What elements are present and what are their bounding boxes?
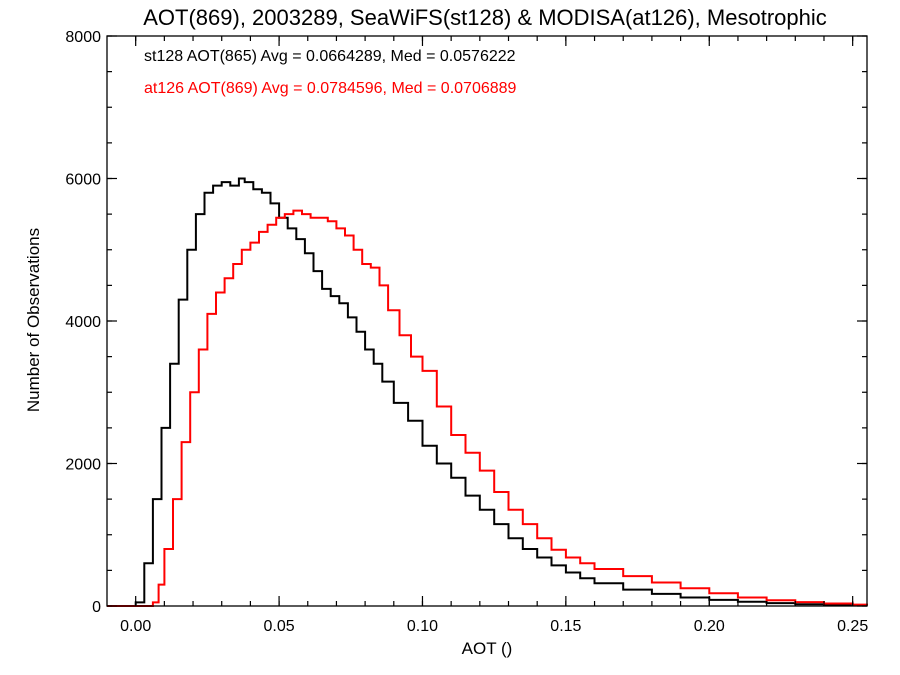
- y-tick-label: 6000: [65, 172, 101, 189]
- y-tick-label: 2000: [65, 457, 101, 474]
- y-axis-label: Number of Observations: [24, 228, 43, 412]
- chart-title: AOT(869), 2003289, SeaWiFS(st128) & MODI…: [143, 5, 827, 30]
- annotation-at126: at126 AOT(869) Avg = 0.0784596, Med = 0.…: [144, 80, 517, 97]
- x-axis-label: AOT (): [462, 639, 513, 658]
- x-tick-label: 0.00: [120, 618, 151, 635]
- y-tick-label: 8000: [65, 29, 101, 46]
- series-line-at126: [107, 209, 868, 607]
- x-tick-label: 0.25: [837, 618, 868, 635]
- x-tick-label: 0.15: [550, 618, 581, 635]
- series-line-st128: [107, 177, 868, 607]
- plot-frame: [106, 35, 868, 607]
- y-tick-label: 4000: [65, 314, 101, 331]
- annotation-st128: st128 AOT(865) Avg = 0.0664289, Med = 0.…: [144, 48, 516, 65]
- axis-ticks: 0.00 0.05 0.10 0.15 0.20 0.25 0 2000 4000 6000 800…: [65, 29, 868, 635]
- x-tick-label: 0.10: [407, 618, 438, 635]
- x-tick-label: 0.05: [264, 618, 295, 635]
- y-tick-label: 0: [92, 599, 101, 616]
- x-tick-label: 0.20: [694, 618, 725, 635]
